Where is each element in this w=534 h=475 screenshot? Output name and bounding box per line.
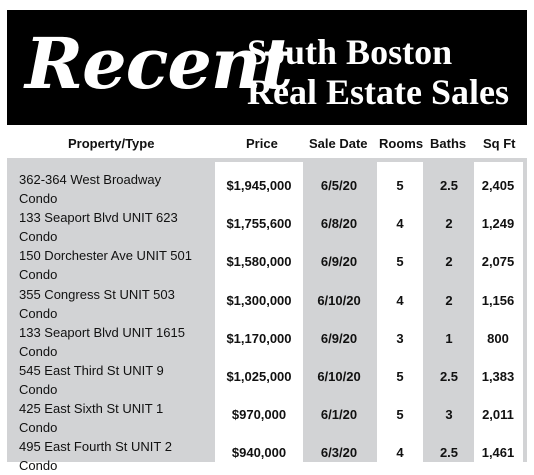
table-row: 133 Seaport Blvd UNIT 623 Condo $1,755,600…: [0, 208, 534, 246]
rooms-cell: 5: [396, 254, 404, 270]
sqft-column: [474, 162, 523, 462]
property-type: Condo: [19, 229, 58, 245]
property-type: Condo: [19, 420, 58, 436]
header-price: Price: [246, 136, 278, 151]
baths-cell: 2: [445, 292, 453, 308]
price-cell: $970,000: [231, 407, 287, 423]
header-baths: Baths: [430, 136, 467, 151]
table-row: 425 East Sixth St UNIT 1 Condo $970,000 6/1…: [0, 399, 534, 437]
sqft-cell: 2,011: [482, 407, 514, 423]
property-type: Condo: [19, 267, 58, 283]
property-type: Condo: [19, 458, 58, 474]
script-title: Recent: [25, 22, 293, 105]
rooms-cell: 4: [396, 292, 404, 308]
title-banner: Recent South Boston Real Estate Sales: [7, 10, 527, 125]
property-cell: 545 East Third St UNIT 9 Condo: [19, 361, 164, 399]
property-type: Condo: [19, 305, 58, 321]
property-address: 545 East Third St UNIT 9: [19, 363, 164, 378]
property-cell: 133 Seaport Blvd UNIT 623 Condo: [19, 208, 178, 246]
price-cell: $940,000: [231, 445, 287, 461]
date-cell: 6/8/20: [320, 216, 358, 232]
date-cell: 6/9/20: [320, 330, 358, 346]
header-property: Property/Type: [68, 136, 155, 151]
sqft-cell: 800: [487, 330, 509, 346]
sqft-cell: 2,075: [481, 254, 515, 270]
property-cell: 150 Dorchester Ave UNIT 501 Condo: [19, 246, 192, 284]
sqft-cell: 1,249: [481, 216, 515, 232]
date-cell: 6/3/20: [320, 445, 358, 461]
date-cell: 6/5/20: [320, 178, 358, 193]
price-cell: $1,580,000: [226, 254, 292, 270]
sqft-cell: 2,405: [481, 178, 515, 193]
header-sale-date: Sale Date: [309, 136, 368, 151]
table-row: 362-364 West Broadway Condo $1,945,000 6/5/…: [0, 170, 534, 208]
price-cell: $1,945,000: [226, 178, 292, 193]
price-cell: $1,025,000: [226, 369, 292, 384]
property-address: 150 Dorchester Ave UNIT 501: [19, 248, 192, 264]
title-line-2: Real Estate Sales: [247, 72, 509, 112]
property-address: 355 Congress St UNIT 503: [19, 286, 175, 302]
baths-cell: 2.5: [439, 369, 459, 384]
property-address: 133 Seaport Blvd UNIT 1615: [19, 324, 185, 340]
baths-cell: 2: [445, 254, 453, 270]
price-cell: $1,170,000: [226, 330, 292, 346]
date-cell: 6/9/20: [320, 254, 358, 270]
baths-cell: 1: [445, 330, 453, 346]
baths-cell: 3: [445, 407, 453, 423]
property-type: Condo: [19, 191, 58, 206]
sqft-cell: 1,156: [481, 292, 515, 308]
rooms-cell: 4: [396, 445, 404, 461]
rooms-cell: 4: [396, 216, 404, 232]
table-row: 495 East Fourth St UNIT 2 Condo $940,000 6/…: [0, 437, 534, 475]
baths-cell: 2.5: [439, 178, 459, 193]
date-cell: 6/1/20: [320, 407, 358, 423]
baths-cell: 2: [445, 216, 453, 232]
sqft-cell: 1,461: [481, 445, 515, 461]
title-line-1: South Boston: [247, 32, 453, 72]
property-type: Condo: [19, 382, 58, 397]
property-cell: 495 East Fourth St UNIT 2 Condo: [19, 437, 172, 475]
rooms-cell: 5: [396, 369, 404, 384]
date-cell: 6/10/20: [317, 292, 361, 308]
property-type: Condo: [19, 343, 58, 359]
table-row: 355 Congress St UNIT 503 Condo $1,300,000 6…: [0, 285, 534, 323]
property-address: 133 Seaport Blvd UNIT 623: [19, 210, 178, 226]
property-cell: 355 Congress St UNIT 503 Condo: [19, 285, 175, 323]
sqft-cell: 1,383: [481, 369, 515, 384]
header-rooms: Rooms: [379, 136, 424, 151]
property-cell: 362-364 West Broadway Condo: [19, 170, 161, 208]
property-address: 362-364 West Broadway: [19, 172, 162, 187]
property-address: 425 East Sixth St UNIT 1: [19, 401, 164, 417]
rooms-column: [377, 162, 423, 462]
header-sqft: Sq Ft: [483, 136, 516, 151]
price-cell: $1,755,600: [226, 216, 292, 232]
property-cell: 425 East Sixth St UNIT 1 Condo: [19, 399, 163, 437]
table-row: 133 Seaport Blvd UNIT 1615 Condo $1,170,00…: [0, 323, 534, 361]
property-address: 495 East Fourth St UNIT 2: [19, 439, 172, 455]
table-row: 150 Dorchester Ave UNIT 501 Condo $1,580,0…: [0, 246, 534, 284]
rooms-cell: 5: [396, 407, 404, 423]
baths-cell: 2.5: [439, 445, 459, 461]
table-row: 545 East Third St UNIT 9 Condo $1,025,000 6…: [0, 361, 534, 399]
rooms-cell: 3: [396, 330, 404, 346]
price-column: [215, 162, 303, 462]
price-cell: $1,300,000: [226, 292, 292, 308]
rooms-cell: 5: [396, 178, 404, 193]
date-cell: 6/10/20: [317, 369, 361, 384]
property-cell: 133 Seaport Blvd UNIT 1615 Condo: [19, 323, 185, 361]
